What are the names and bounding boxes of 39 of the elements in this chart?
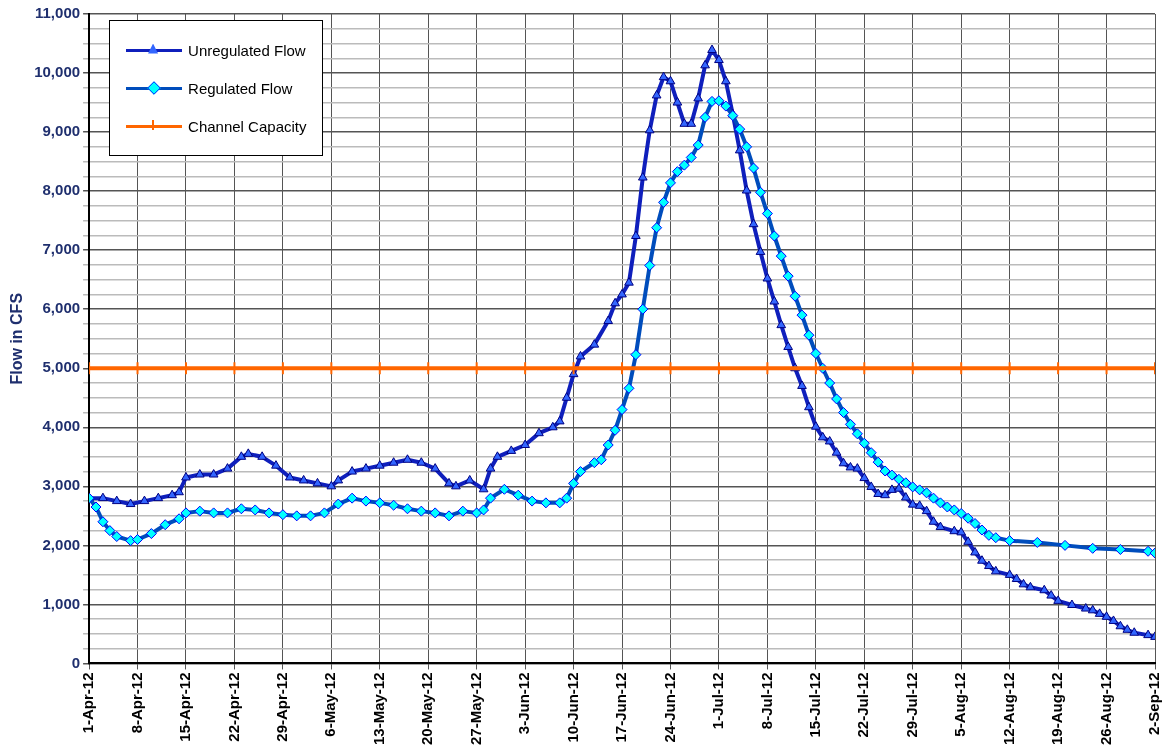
x-tick-label: 17-Jun-12 xyxy=(612,672,630,743)
y-tick-label: 2,000 xyxy=(42,535,81,553)
y-tick-label: 9,000 xyxy=(42,122,81,140)
x-tick-label: 29-Jul-12 xyxy=(902,672,920,738)
x-tick-label: 26-Aug-12 xyxy=(1096,672,1114,745)
x-tick-label: 10-Jun-12 xyxy=(563,672,581,743)
y-tick-label: 11,000 xyxy=(35,4,81,22)
x-tick-label: 27-May-12 xyxy=(466,672,484,746)
y-axis-title: Flow in CFS xyxy=(8,292,26,385)
x-tick-label: 20-May-12 xyxy=(418,672,436,746)
y-tick-label: 8,000 xyxy=(42,181,81,199)
x-tick-label: 2-Sep-12 xyxy=(1145,672,1163,735)
x-tick-label: 29-Apr-12 xyxy=(273,672,291,742)
x-tick-label: 8-Apr-12 xyxy=(127,672,145,734)
legend-label: Channel Capacity xyxy=(188,117,307,135)
y-tick-label: 10,000 xyxy=(34,63,81,81)
x-tick-label: 22-Apr-12 xyxy=(224,672,242,742)
y-tick-label: 3,000 xyxy=(42,476,81,494)
x-tick-label: 15-Jul-12 xyxy=(805,672,823,738)
x-tick-label: 12-Aug-12 xyxy=(999,672,1017,745)
x-tick-label: 8-Jul-12 xyxy=(757,672,775,730)
y-tick-label: 4,000 xyxy=(42,417,81,435)
legend-label: Unregulated Flow xyxy=(188,41,306,59)
x-tick-label: 13-May-12 xyxy=(369,672,387,746)
x-tick-label: 6-May-12 xyxy=(321,672,339,737)
y-tick-label: 1,000 xyxy=(42,594,81,612)
x-tick-label: 22-Jul-12 xyxy=(854,672,872,738)
x-tick-label: 3-Jun-12 xyxy=(515,672,533,735)
y-tick-label: 6,000 xyxy=(42,299,81,317)
legend-label: Regulated Flow xyxy=(188,79,293,97)
y-tick-label: 5,000 xyxy=(42,358,81,376)
y-tick-label: 7,000 xyxy=(42,240,81,258)
y-tick-label: 0 xyxy=(71,653,81,671)
x-tick-label: 1-Apr-12 xyxy=(79,672,97,734)
x-tick-label: 19-Aug-12 xyxy=(1048,672,1066,745)
x-tick-label: 1-Jul-12 xyxy=(709,672,727,730)
x-tick-label: 5-Aug-12 xyxy=(951,672,969,737)
x-tick-label: 15-Apr-12 xyxy=(176,672,194,742)
x-tick-label: 24-Jun-12 xyxy=(660,672,678,743)
